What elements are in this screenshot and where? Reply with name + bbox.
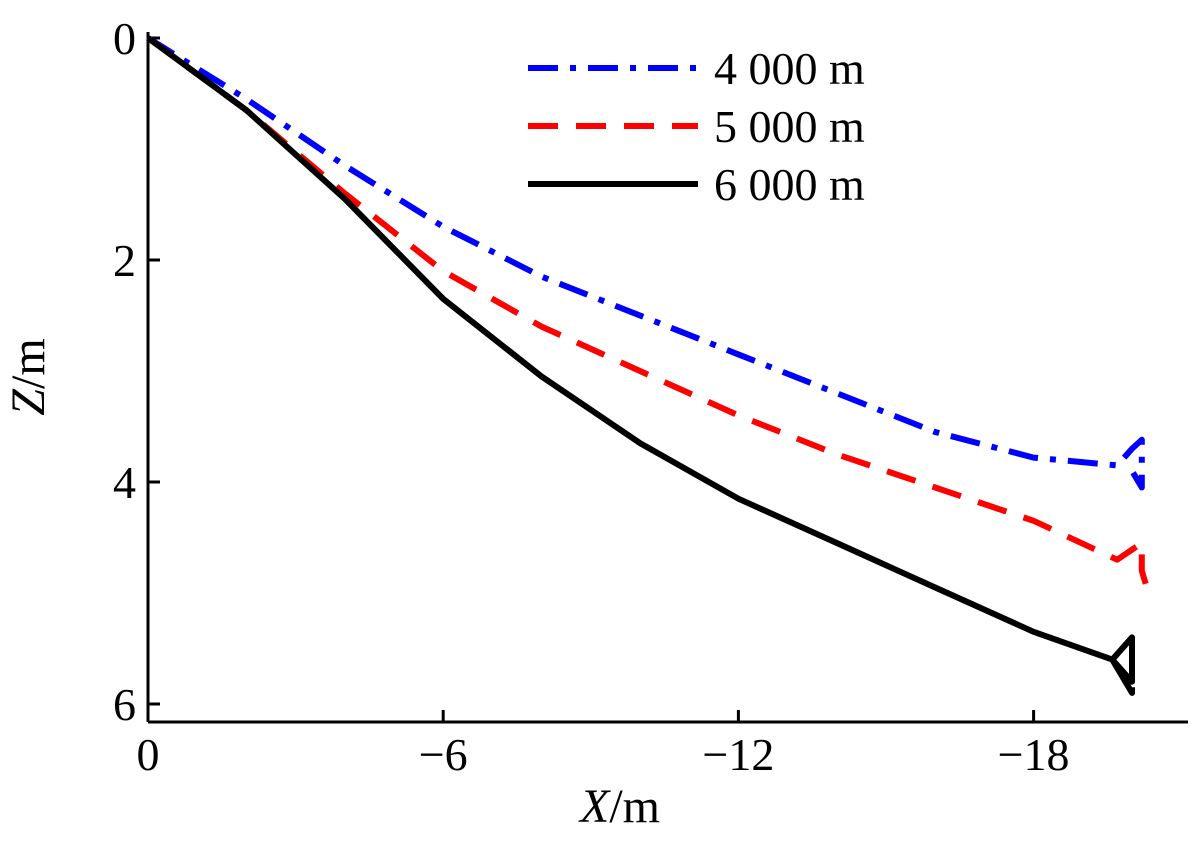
y-axis-title: Z/m [2, 338, 55, 415]
series-line [146, 35, 1145, 491]
y-tick-label: 0 [113, 13, 136, 64]
legend-label: 5 000 m [714, 101, 865, 152]
y-tick-label: 4 [113, 457, 136, 508]
x-axis-var: X [578, 780, 611, 833]
axes [146, 32, 1188, 724]
ticks: 0 −6 −12 −18 0 2 4 6 [113, 13, 1070, 780]
x-tick-label: −12 [702, 729, 774, 780]
x-axis-title: X/m [578, 780, 660, 833]
x-axis-unit: /m [609, 780, 660, 833]
legend-label: 6 000 m [714, 159, 865, 210]
y-tick-label: 6 [113, 679, 136, 730]
y-tick-label: 2 [113, 235, 136, 286]
series-layer [146, 35, 1150, 696]
y-axis-var: Z [2, 388, 55, 416]
x-tick-label: 0 [137, 729, 160, 780]
series-line [146, 35, 1150, 589]
x-tick-label: −6 [419, 729, 468, 780]
x-tick-label: −18 [998, 729, 1070, 780]
legend: 4 000 m 5 000 m 6 000 m [528, 43, 865, 210]
series-line [146, 35, 1135, 696]
legend-label: 4 000 m [714, 43, 865, 94]
y-axis-unit: /m [2, 338, 55, 389]
